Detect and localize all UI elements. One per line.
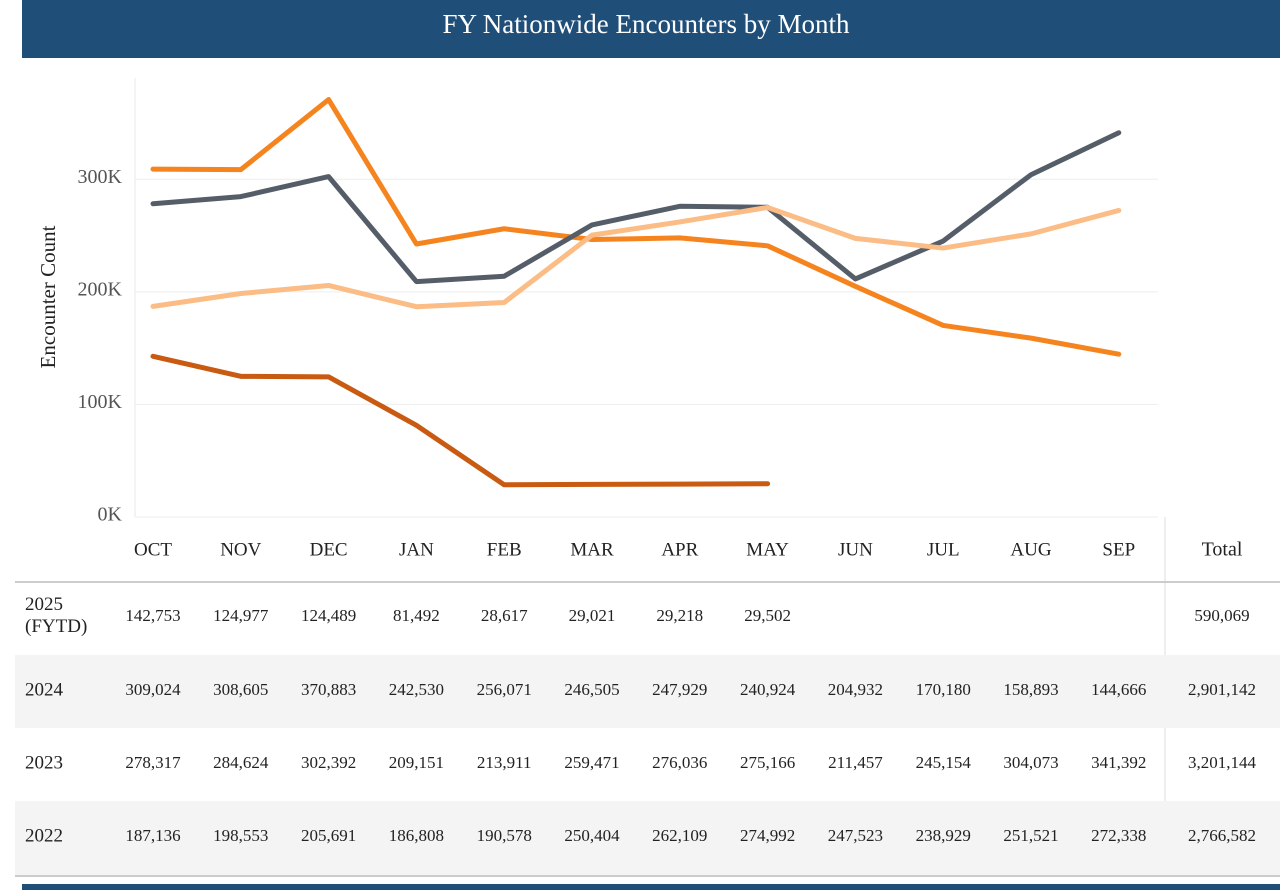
table-cell: 284,624 [213,753,269,772]
table-cell: 304,073 [1003,753,1058,772]
table-cell: 308,605 [213,680,268,699]
table-cell: 29,021 [569,606,616,625]
series-line [150,353,771,488]
total-header: Total [1202,539,1243,561]
table-cell: 28,617 [481,606,528,625]
y-axis-label: Encounter Count [36,225,60,368]
x-tick-label: FEB [487,539,522,560]
table-cell: 124,489 [301,606,356,625]
x-tick-label: MAR [570,539,614,560]
x-tick-label: JUL [927,539,960,560]
row-band [15,801,1280,876]
table-cell: 251,521 [1003,826,1058,845]
total-cell: 3,201,144 [1188,753,1257,772]
table-cell: 250,404 [564,826,620,845]
table-cell: 29,218 [656,606,703,625]
series-line [150,97,1122,357]
row-label: 2023 [25,752,63,773]
table-cell: 205,691 [301,826,356,845]
table-cell: 276,036 [652,753,707,772]
table-cell: 242,530 [389,680,444,699]
table-cell: 142,753 [125,606,180,625]
table-cell: 278,317 [125,753,181,772]
table-cell: 302,392 [301,753,356,772]
table-cell: 186,808 [389,826,444,845]
table-cell: 262,109 [652,826,707,845]
total-cell: 2,766,582 [1188,826,1256,845]
table-cell: 81,492 [393,606,440,625]
y-tick-label: 300K [78,166,123,188]
table-cell: 211,457 [828,753,883,772]
table-cell: 341,392 [1091,753,1146,772]
table-cell: 124,977 [213,606,269,625]
table-cell: 246,505 [564,680,619,699]
title-bar [22,0,1280,58]
table-cell: 259,471 [564,753,619,772]
table-cell: 144,666 [1091,680,1146,699]
table-cell: 198,553 [213,826,268,845]
row-band [15,655,1280,728]
x-tick-label: AUG [1010,539,1051,560]
table-cell: 245,154 [916,753,972,772]
table-cell: 370,883 [301,680,356,699]
x-tick-label: JAN [399,539,434,560]
y-tick-label: 200K [78,278,123,300]
table-cell: 238,929 [916,826,971,845]
table-cell: 204,932 [828,680,883,699]
table-cell: 190,578 [477,826,532,845]
table-cell: 272,338 [1091,826,1146,845]
x-tick-label: JUN [838,539,873,560]
series-line [150,130,1122,285]
table-cell: 247,523 [828,826,883,845]
row-label: 2022 [25,825,63,846]
table-cell: 240,924 [740,680,796,699]
table-cell: 170,180 [916,680,971,699]
table-cell: 209,151 [389,753,444,772]
total-cell: 2,901,142 [1188,680,1256,699]
table-cell: 158,893 [1003,680,1058,699]
footer-bar [22,884,1280,890]
x-tick-label: SEP [1102,539,1135,560]
y-tick-label: 100K [78,391,123,413]
x-tick-label: DEC [310,539,348,560]
row-label: 2025 (FYTD) [25,594,87,637]
table-cell: 213,911 [477,753,532,772]
row-label: 2024 [25,679,64,700]
chart-title: FY Nationwide Encounters by Month [443,9,850,39]
x-tick-label: MAY [746,539,789,560]
table-cell: 275,166 [740,753,795,772]
table-cell: 274,992 [740,826,795,845]
series-line [150,204,1122,310]
x-tick-label: OCT [134,539,172,560]
x-tick-label: NOV [220,539,261,560]
x-tick-label: APR [661,539,698,560]
table-cell: 256,071 [477,680,532,699]
total-cell: 590,069 [1194,606,1249,625]
y-tick-label: 0K [98,504,123,526]
table-cell: 247,929 [652,680,707,699]
table-cell: 29,502 [744,606,791,625]
table-cell: 187,136 [125,826,180,845]
table-cell: 309,024 [125,680,181,699]
